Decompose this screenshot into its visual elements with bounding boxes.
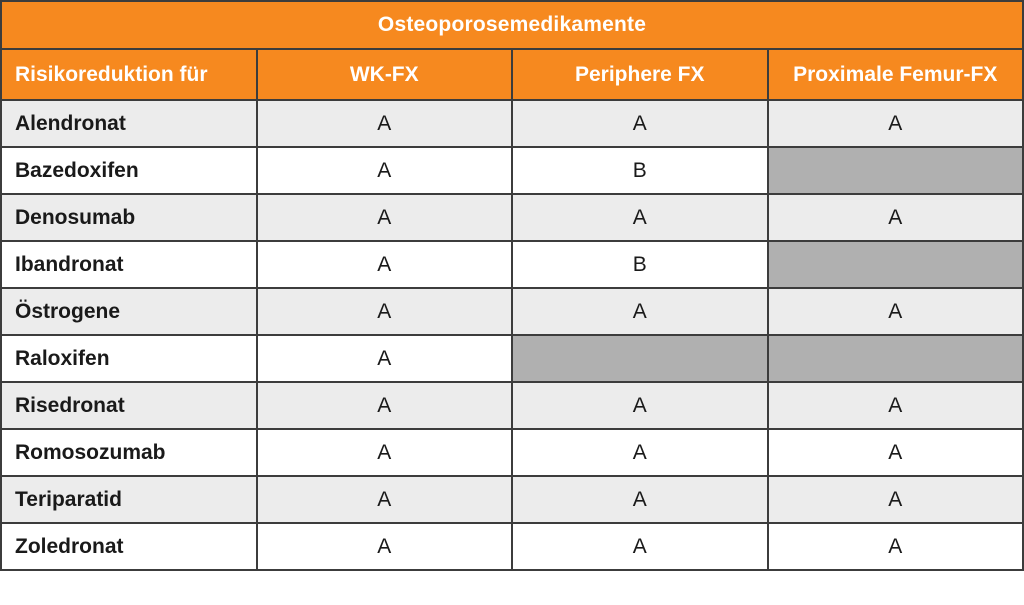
grade-cell: A xyxy=(511,193,769,242)
drug-name-cell: Bazedoxifen xyxy=(0,146,258,195)
grade-cell: A xyxy=(511,381,769,430)
grade-cell: A xyxy=(511,522,769,571)
osteoporosis-medication-table: Osteoporosemedikamente Risikoreduktion f… xyxy=(0,0,1024,571)
column-header: WK-FX xyxy=(255,48,513,101)
table-row: Raloxifen A xyxy=(0,334,1024,383)
grade-cell: A xyxy=(255,240,513,289)
drug-name-cell: Raloxifen xyxy=(0,334,258,383)
grade-cell: A xyxy=(255,146,513,195)
no-data-cell xyxy=(766,240,1024,289)
column-header-risk-reduction: Risikoreduktion für xyxy=(0,48,258,101)
grade-cell: A xyxy=(255,522,513,571)
grade-cell: A xyxy=(255,99,513,148)
grade-cell: A xyxy=(766,287,1024,336)
drug-name-cell: Denosumab xyxy=(0,193,258,242)
column-header-row: Risikoreduktion für WK-FX Periphere FX Prox… xyxy=(0,48,1024,101)
drug-name-cell: Ibandronat xyxy=(0,240,258,289)
table-row: Risedronat A A A xyxy=(0,381,1024,430)
grade-cell: B xyxy=(511,240,769,289)
grade-cell: A xyxy=(511,428,769,477)
grade-cell: B xyxy=(511,146,769,195)
drug-name-cell: Teriparatid xyxy=(0,475,258,524)
table-row: Östrogene A A A xyxy=(0,287,1024,336)
column-header: Proximale Femur-FX xyxy=(766,48,1024,101)
grade-cell: A xyxy=(255,475,513,524)
table-row: Teriparatid A A A xyxy=(0,475,1024,524)
no-data-cell xyxy=(766,146,1024,195)
grade-cell: A xyxy=(766,428,1024,477)
drug-name-cell: Zoledronat xyxy=(0,522,258,571)
grade-cell: A xyxy=(255,193,513,242)
table-row: Zoledronat A A A xyxy=(0,522,1024,571)
drug-name-cell: Alendronat xyxy=(0,99,258,148)
grade-cell: A xyxy=(255,428,513,477)
grade-cell: A xyxy=(766,99,1024,148)
table-title-row: Osteoporosemedikamente xyxy=(0,0,1024,50)
table-row: Bazedoxifen A B xyxy=(0,146,1024,195)
grade-cell: A xyxy=(255,334,513,383)
grade-cell: A xyxy=(766,475,1024,524)
grade-cell: A xyxy=(511,99,769,148)
grade-cell: A xyxy=(255,287,513,336)
table-row: Ibandronat A B xyxy=(0,240,1024,289)
no-data-cell xyxy=(511,334,769,383)
drug-name-cell: Östrogene xyxy=(0,287,258,336)
no-data-cell xyxy=(766,334,1024,383)
drug-name-cell: Risedronat xyxy=(0,381,258,430)
grade-cell: A xyxy=(766,381,1024,430)
drug-name-cell: Romosozumab xyxy=(0,428,258,477)
table-row: Romosozumab A A A xyxy=(0,428,1024,477)
column-header: Periphere FX xyxy=(511,48,769,101)
grade-cell: A xyxy=(766,193,1024,242)
grade-cell: A xyxy=(511,287,769,336)
grade-cell: A xyxy=(511,475,769,524)
table-row: Denosumab A A A xyxy=(0,193,1024,242)
grade-cell: A xyxy=(255,381,513,430)
table-row: Alendronat A A A xyxy=(0,99,1024,148)
table-title: Osteoporosemedikamente xyxy=(0,0,1024,50)
grade-cell: A xyxy=(766,522,1024,571)
